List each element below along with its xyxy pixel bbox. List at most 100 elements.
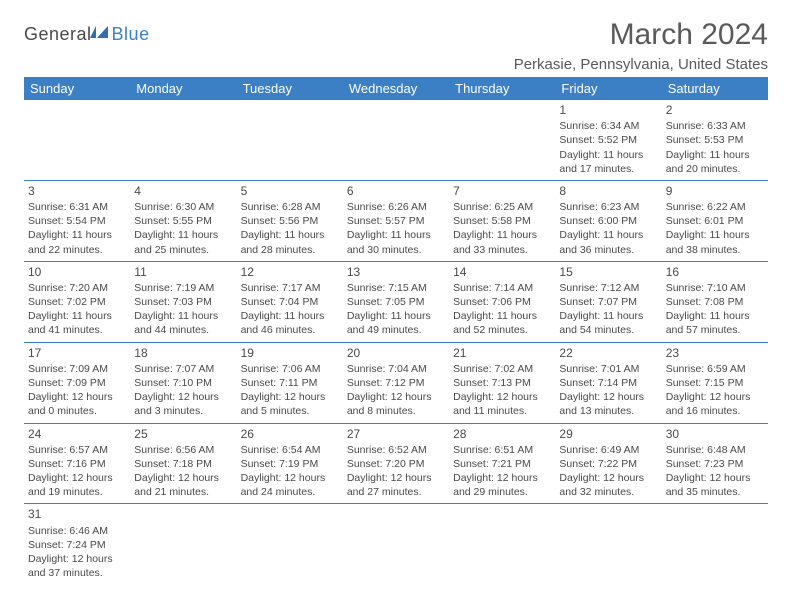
sunrise-line: Sunrise: 6:33 AM (666, 119, 764, 133)
sunset-line: Sunset: 7:09 PM (28, 376, 126, 390)
sunrise-line: Sunrise: 7:10 AM (666, 281, 764, 295)
sunset-line: Sunset: 7:11 PM (241, 376, 339, 390)
day-cell: 15Sunrise: 7:12 AMSunset: 7:07 PMDayligh… (555, 261, 661, 342)
day-number: 5 (241, 183, 339, 199)
sunrise-line: Sunrise: 6:30 AM (134, 200, 232, 214)
sunset-line: Sunset: 6:01 PM (666, 214, 764, 228)
sunset-line: Sunset: 7:16 PM (28, 457, 126, 471)
sunrise-line: Sunrise: 6:28 AM (241, 200, 339, 214)
calendar-page: General Blue March 2024 Perkasie, Pennsy… (0, 0, 792, 586)
sunset-line: Sunset: 7:24 PM (28, 538, 126, 552)
day-number: 1 (559, 102, 657, 118)
sunset-line: Sunset: 7:06 PM (453, 295, 551, 309)
day-cell: 28Sunrise: 6:51 AMSunset: 7:21 PMDayligh… (449, 423, 555, 504)
daylight-line: Daylight: 11 hours and 36 minutes. (559, 228, 657, 256)
sunset-line: Sunset: 7:22 PM (559, 457, 657, 471)
empty-cell (343, 504, 449, 586)
day-cell: 2Sunrise: 6:33 AMSunset: 5:53 PMDaylight… (662, 100, 768, 180)
daylight-line: Daylight: 11 hours and 17 minutes. (559, 148, 657, 176)
calendar-row: 1Sunrise: 6:34 AMSunset: 5:52 PMDaylight… (24, 100, 768, 180)
day-number: 24 (28, 426, 126, 442)
day-cell: 30Sunrise: 6:48 AMSunset: 7:23 PMDayligh… (662, 423, 768, 504)
daylight-line: Daylight: 12 hours and 13 minutes. (559, 390, 657, 418)
day-cell: 31Sunrise: 6:46 AMSunset: 7:24 PMDayligh… (24, 504, 130, 586)
day-number: 4 (134, 183, 232, 199)
empty-cell (555, 504, 661, 586)
day-cell: 5Sunrise: 6:28 AMSunset: 5:56 PMDaylight… (237, 180, 343, 261)
sunset-line: Sunset: 5:54 PM (28, 214, 126, 228)
day-number: 26 (241, 426, 339, 442)
empty-cell (237, 100, 343, 180)
day-cell: 26Sunrise: 6:54 AMSunset: 7:19 PMDayligh… (237, 423, 343, 504)
sunset-line: Sunset: 7:04 PM (241, 295, 339, 309)
daylight-line: Daylight: 11 hours and 57 minutes. (666, 309, 764, 337)
day-cell: 8Sunrise: 6:23 AMSunset: 6:00 PMDaylight… (555, 180, 661, 261)
empty-cell (24, 100, 130, 180)
day-number: 20 (347, 345, 445, 361)
day-number: 31 (28, 506, 126, 522)
empty-cell (130, 504, 236, 586)
day-number: 16 (666, 264, 764, 280)
empty-cell (343, 100, 449, 180)
daylight-line: Daylight: 11 hours and 38 minutes. (666, 228, 764, 256)
daylight-line: Daylight: 11 hours and 44 minutes. (134, 309, 232, 337)
logo-text-general: General (24, 24, 92, 45)
weekday-header: Saturday (662, 77, 768, 100)
sunrise-line: Sunrise: 6:51 AM (453, 443, 551, 457)
calendar-body: 1Sunrise: 6:34 AMSunset: 5:52 PMDaylight… (24, 100, 768, 586)
empty-cell (130, 100, 236, 180)
sunrise-line: Sunrise: 7:01 AM (559, 362, 657, 376)
day-number: 2 (666, 102, 764, 118)
sunset-line: Sunset: 7:05 PM (347, 295, 445, 309)
daylight-line: Daylight: 12 hours and 5 minutes. (241, 390, 339, 418)
daylight-line: Daylight: 12 hours and 8 minutes. (347, 390, 445, 418)
sunset-line: Sunset: 5:55 PM (134, 214, 232, 228)
sunset-line: Sunset: 5:58 PM (453, 214, 551, 228)
sunrise-line: Sunrise: 6:57 AM (28, 443, 126, 457)
page-title: March 2024 (514, 18, 768, 52)
day-number: 21 (453, 345, 551, 361)
calendar-table: Sunday Monday Tuesday Wednesday Thursday… (24, 77, 768, 586)
sunrise-line: Sunrise: 7:17 AM (241, 281, 339, 295)
sunrise-line: Sunrise: 7:19 AM (134, 281, 232, 295)
sunrise-line: Sunrise: 6:48 AM (666, 443, 764, 457)
sunset-line: Sunset: 7:13 PM (453, 376, 551, 390)
sunset-line: Sunset: 5:53 PM (666, 133, 764, 147)
daylight-line: Daylight: 11 hours and 33 minutes. (453, 228, 551, 256)
day-cell: 25Sunrise: 6:56 AMSunset: 7:18 PMDayligh… (130, 423, 236, 504)
daylight-line: Daylight: 12 hours and 16 minutes. (666, 390, 764, 418)
weekday-header: Sunday (24, 77, 130, 100)
empty-cell (449, 100, 555, 180)
calendar-row: 17Sunrise: 7:09 AMSunset: 7:09 PMDayligh… (24, 342, 768, 423)
sunset-line: Sunset: 7:14 PM (559, 376, 657, 390)
daylight-line: Daylight: 11 hours and 52 minutes. (453, 309, 551, 337)
sunrise-line: Sunrise: 7:04 AM (347, 362, 445, 376)
calendar-row: 10Sunrise: 7:20 AMSunset: 7:02 PMDayligh… (24, 261, 768, 342)
sunrise-line: Sunrise: 6:26 AM (347, 200, 445, 214)
day-cell: 11Sunrise: 7:19 AMSunset: 7:03 PMDayligh… (130, 261, 236, 342)
daylight-line: Daylight: 12 hours and 29 minutes. (453, 471, 551, 499)
day-cell: 3Sunrise: 6:31 AMSunset: 5:54 PMDaylight… (24, 180, 130, 261)
location-text: Perkasie, Pennsylvania, United States (514, 56, 768, 73)
sunset-line: Sunset: 7:20 PM (347, 457, 445, 471)
day-number: 22 (559, 345, 657, 361)
daylight-line: Daylight: 11 hours and 28 minutes. (241, 228, 339, 256)
calendar-row: 24Sunrise: 6:57 AMSunset: 7:16 PM Dayligh… (24, 423, 768, 504)
daylight-line: Daylight: 11 hours and 20 minutes. (666, 148, 764, 176)
day-number: 17 (28, 345, 126, 361)
sunset-line: Sunset: 7:07 PM (559, 295, 657, 309)
day-number: 6 (347, 183, 445, 199)
calendar-row: 3Sunrise: 6:31 AMSunset: 5:54 PMDaylight… (24, 180, 768, 261)
day-number: 12 (241, 264, 339, 280)
day-cell: 21Sunrise: 7:02 AMSunset: 7:13 PMDayligh… (449, 342, 555, 423)
sunset-line: Sunset: 7:15 PM (666, 376, 764, 390)
sunrise-line: Sunrise: 7:06 AM (241, 362, 339, 376)
sunset-line: Sunset: 7:03 PM (134, 295, 232, 309)
day-cell: 19Sunrise: 7:06 AMSunset: 7:11 PMDayligh… (237, 342, 343, 423)
sunset-line: Sunset: 7:02 PM (28, 295, 126, 309)
daylight-line: Daylight: 11 hours and 54 minutes. (559, 309, 657, 337)
day-number: 28 (453, 426, 551, 442)
sunrise-line: Sunrise: 7:14 AM (453, 281, 551, 295)
day-cell: 16Sunrise: 7:10 AMSunset: 7:08 PMDayligh… (662, 261, 768, 342)
day-cell: 1Sunrise: 6:34 AMSunset: 5:52 PMDaylight… (555, 100, 661, 180)
